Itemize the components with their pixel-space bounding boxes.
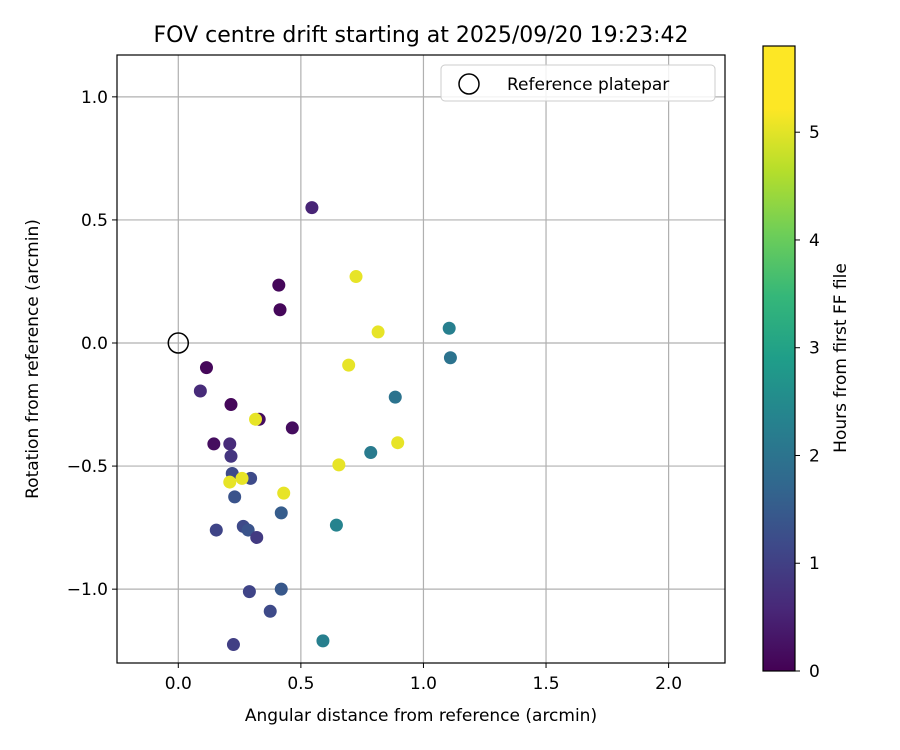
data-point [223, 475, 237, 489]
scatter-points [193, 201, 457, 652]
data-point [274, 582, 288, 596]
data-point [249, 412, 263, 426]
data-point [391, 436, 405, 450]
data-point [443, 351, 457, 365]
y-tick-label: −0.5 [67, 457, 108, 477]
reference-marker [167, 332, 190, 354]
legend-label: Reference platepar [507, 75, 669, 95]
data-point [226, 638, 240, 652]
data-point [224, 449, 238, 463]
y-axis-label: Rotation from reference (arcmin) [23, 219, 43, 499]
data-point [250, 530, 264, 544]
data-point [371, 325, 385, 339]
data-point [242, 585, 256, 599]
data-point [263, 604, 277, 618]
colorbar-frame [762, 45, 796, 672]
data-point [224, 398, 238, 412]
data-point [272, 278, 286, 292]
legend-open-circle-icon [458, 73, 480, 95]
data-point [228, 490, 242, 504]
x-tick-label: 0.0 [165, 674, 192, 694]
plot-background [117, 55, 725, 663]
x-axis-label: Angular distance from reference (arcmin) [245, 706, 597, 726]
x-tick-label: 0.5 [287, 674, 314, 694]
colorbar-label: Hours from first FF file [831, 263, 851, 453]
data-point [388, 390, 402, 404]
data-point [274, 506, 288, 520]
data-point [364, 446, 378, 460]
colorbar-tick-label: 5 [809, 123, 820, 143]
legend: Reference platepar [440, 64, 716, 102]
data-point [235, 471, 249, 485]
data-point [199, 361, 213, 375]
data-point [241, 523, 255, 537]
colorbar-gradient [763, 46, 795, 671]
colorbar-tick-label: 0 [809, 662, 820, 682]
data-point [316, 634, 330, 648]
data-point [329, 518, 343, 532]
x-tick-label: 2.0 [655, 674, 682, 694]
y-tick-label: 1.0 [81, 88, 108, 108]
y-tick-label: 0.5 [81, 211, 108, 231]
colorbar-tick-label: 3 [809, 339, 820, 359]
data-point [273, 303, 287, 317]
chart-title: FOV centre drift starting at 2025/09/20 … [154, 23, 689, 48]
data-point [207, 437, 221, 451]
legend-box [440, 64, 716, 102]
plot-area: 0.0 0.5 1.0 1.5 2.0 −1.0 −0.5 0.0 0.5 1.0 [67, 54, 726, 694]
data-point [342, 358, 356, 372]
data-point [277, 486, 291, 500]
data-point [209, 523, 223, 537]
colorbar-tick-label: 2 [809, 446, 820, 466]
x-axis-ticks: 0.0 0.5 1.0 1.5 2.0 [165, 663, 682, 694]
y-tick-label: 0.0 [81, 334, 108, 354]
colorbar-tick-label: 1 [809, 554, 820, 574]
plot-frame [116, 54, 726, 664]
data-point [305, 201, 319, 215]
data-point [285, 421, 299, 435]
data-point [193, 384, 207, 398]
data-point [223, 437, 237, 451]
colorbar-tick-label: 4 [809, 231, 820, 251]
reference-point [167, 332, 190, 354]
colorbar-ticks: 0 1 2 3 4 5 [795, 123, 820, 682]
data-point [349, 270, 363, 284]
data-point [332, 458, 346, 472]
x-tick-label: 1.5 [533, 674, 560, 694]
y-axis-ticks: −1.0 −0.5 0.0 0.5 1.0 [67, 88, 117, 600]
y-tick-label: −1.0 [67, 580, 108, 600]
colorbar: 0 1 2 3 4 5 Hours from first FF file [762, 45, 851, 682]
x-tick-label: 1.0 [410, 674, 437, 694]
data-point [442, 321, 456, 335]
